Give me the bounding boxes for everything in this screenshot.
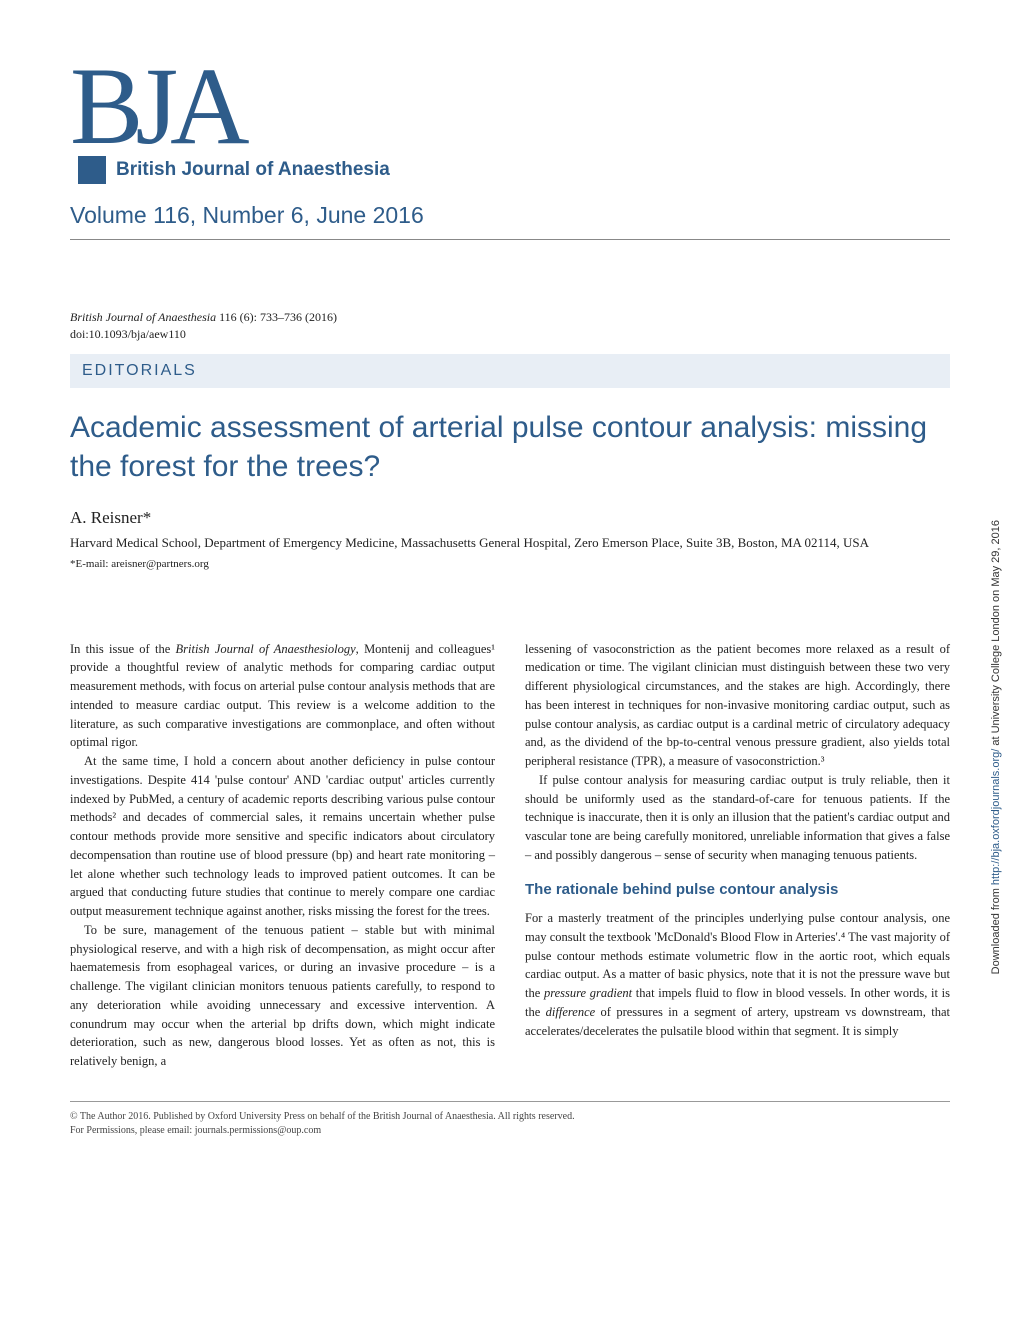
- paragraph: To be sure, management of the tenuous pa…: [70, 921, 495, 1071]
- paragraph: lessening of vasoconstriction as the pat…: [525, 640, 950, 771]
- paragraph: At the same time, I hold a concern about…: [70, 752, 495, 921]
- sidebar-link[interactable]: http://bja.oxfordjournals.org/: [990, 749, 1002, 885]
- right-column: lessening of vasoconstriction as the pat…: [525, 640, 950, 1071]
- sidebar-suffix: at University College London on May 29, …: [990, 520, 1002, 749]
- author-affiliation: Harvard Medical School, Department of Em…: [70, 534, 950, 552]
- subheading: The rationale behind pulse contour analy…: [525, 879, 950, 902]
- italic-run: British Journal of Anaesthesiology: [176, 642, 356, 656]
- logo-bottom-row: British Journal of Anaesthesia: [78, 156, 950, 184]
- body-columns: In this issue of the British Journal of …: [70, 640, 950, 1071]
- citation-line: British Journal of Anaesthesia 116 (6): …: [70, 310, 950, 325]
- copyright-line: © The Author 2016. Published by Oxford U…: [70, 1110, 950, 1124]
- logo-letters: BJA: [70, 60, 242, 154]
- citation-ref: 116 (6): 733–736 (2016): [216, 310, 337, 324]
- permissions-line: For Permissions, please email: journals.…: [70, 1124, 950, 1138]
- logo-subtitle: British Journal of Anaesthesia: [116, 159, 390, 181]
- paragraph: If pulse contour analysis for measuring …: [525, 771, 950, 865]
- corresponding-email: *E-mail: areisner@partners.org: [70, 558, 950, 570]
- doi-line: doi:10.1093/bja/aew110: [70, 327, 950, 342]
- section-heading-bar: EDITORIALS: [70, 354, 950, 388]
- logo-square-icon: [78, 156, 106, 184]
- paragraph: In this issue of the British Journal of …: [70, 640, 495, 753]
- left-column: In this issue of the British Journal of …: [70, 640, 495, 1071]
- text-run: , Montenij and colleagues¹ provide a tho…: [70, 642, 495, 750]
- text-run: In this issue of the: [70, 642, 176, 656]
- journal-logo: BJA: [70, 60, 950, 154]
- footer-divider: © The Author 2016. Published by Oxford U…: [70, 1101, 950, 1138]
- volume-issue-line: Volume 116, Number 6, June 2016: [70, 202, 950, 240]
- paragraph: For a masterly treatment of the principl…: [525, 909, 950, 1040]
- citation-journal: British Journal of Anaesthesia: [70, 310, 216, 324]
- download-attribution: Downloaded from http://bja.oxfordjournal…: [990, 520, 1002, 974]
- italic-run: pressure gradient: [544, 986, 632, 1000]
- author-name: A. Reisner*: [70, 508, 950, 528]
- sidebar-prefix: Downloaded from: [990, 885, 1002, 974]
- italic-run: difference: [546, 1005, 596, 1019]
- article-title: Academic assessment of arterial pulse co…: [70, 408, 950, 486]
